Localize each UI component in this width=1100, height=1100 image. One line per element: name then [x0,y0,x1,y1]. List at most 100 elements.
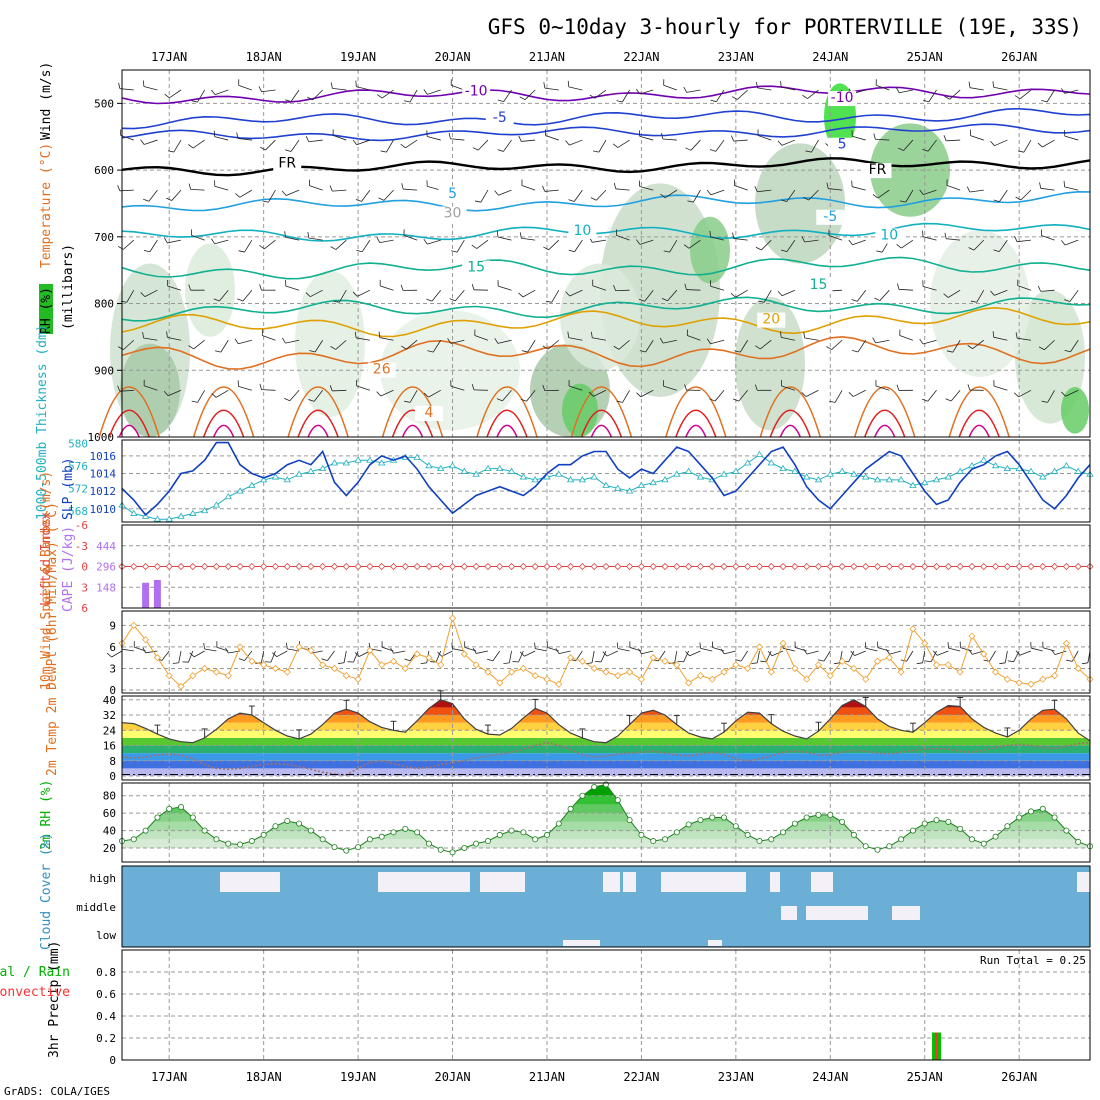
contour-label-bg [828,137,857,153]
wind-barb [163,237,182,244]
wind-barb [330,339,347,350]
date-label-bottom: 19JAN [340,1070,376,1084]
rh-point [555,820,562,827]
lifted-index-point [389,562,398,571]
contour-label-bg [462,260,491,276]
rh-point [968,836,975,843]
lifted-index-point [366,562,374,571]
lifted-index-point [991,562,1000,571]
thickness-point [696,473,705,480]
rh-point [414,829,421,836]
warm-contour [675,409,717,438]
wind10m-point [637,675,645,683]
rh-band [122,821,1090,831]
contour-label-bg [828,91,857,107]
lifted-index-point [649,562,657,571]
wind-barb [661,289,678,302]
wind-barb [1040,229,1055,241]
high-cloud-block [480,872,525,892]
rh-point [1016,814,1023,821]
wind-barb [590,331,607,341]
wind-barb [308,390,324,402]
temperature-contour [121,222,1091,242]
wind10m-point [661,657,669,665]
li-tick-label: 0 [81,561,88,574]
wind-barb [545,289,560,303]
wind-barb [616,229,630,241]
wind-barb [1017,139,1032,153]
lifted-index-point [909,562,917,571]
wind-barb [143,189,158,202]
wind10m-point [980,650,988,658]
wind-barb [777,139,796,146]
wind-barb [896,239,914,249]
wind-barb [423,389,441,398]
wind-barb [966,186,984,193]
lifted-index-point [543,562,551,571]
rh-point [461,845,468,852]
precip-convective-label: Convective [0,985,70,1000]
rh-point [189,814,196,821]
wind-barb [660,189,678,199]
temperature-contour [121,123,1091,142]
wind-barb [305,289,323,298]
warm-contour [118,424,140,438]
thickness-point [802,473,811,480]
wind-barb [543,82,559,91]
high-cloud-block [623,872,636,892]
wind-barb [238,239,253,253]
wind-barb [826,339,843,350]
wind-barb [401,339,418,350]
wind10m-point [212,668,221,676]
lifted-index-ylabel: Lifted Index [39,512,54,606]
wind-barb [683,86,701,93]
rh-point [662,836,669,843]
thickness-point [826,470,834,477]
wind-barb [143,80,158,91]
precip-total-label: Total / Rain [0,965,70,980]
surface-wind-barb [1051,649,1067,655]
wind-barb [1037,139,1055,148]
cape-tick-label: 296 [96,561,116,574]
lifted-index-point [685,562,693,571]
surface-wind-barb [321,650,335,662]
wind-barb [448,132,465,141]
cape-tick-label: 148 [96,581,116,594]
wind10m-ylabel-text: 10m Wind Speed & Barbs (m/s) [39,471,54,690]
wind-barb [636,239,654,245]
rh-point [508,827,515,834]
contour-label: 5 [448,186,457,202]
wind-barb [191,89,205,103]
wind-barb [565,289,583,297]
thickness-point [437,464,445,472]
surface-wind-barb [272,650,288,658]
rh-point [473,840,480,847]
thickness-point [791,467,799,474]
wind-barb [191,390,205,403]
thickness-point [484,464,492,472]
rh-band [122,784,1090,796]
wind10m-point [1003,675,1011,683]
lifted-index-point [236,562,244,571]
lifted-index-point [590,562,598,571]
precip-tick-label: 0.8 [96,966,116,979]
wind10m-point [696,672,705,680]
wind-barb [946,179,961,191]
wind-barb [496,231,512,241]
rh2m-ylabel: 2m RH (%) [39,780,54,850]
wind-barb [777,289,796,297]
thickness-ylabel: 1000-500mb Thickness (dm) [35,324,50,520]
thickness-point [224,492,232,500]
rh-point [933,817,940,824]
thickness-point [519,473,528,480]
rh-point [709,814,716,821]
wind-barb [946,340,961,353]
wind-barb [520,390,536,402]
surface-wind-barb [751,650,760,665]
contour-label: 30 [444,205,462,221]
wind10m-point [803,675,811,683]
contour-label-bg [863,163,892,179]
wind10m-point [378,661,386,669]
wind10m-point [673,661,681,669]
lifted-index-point [354,562,362,571]
